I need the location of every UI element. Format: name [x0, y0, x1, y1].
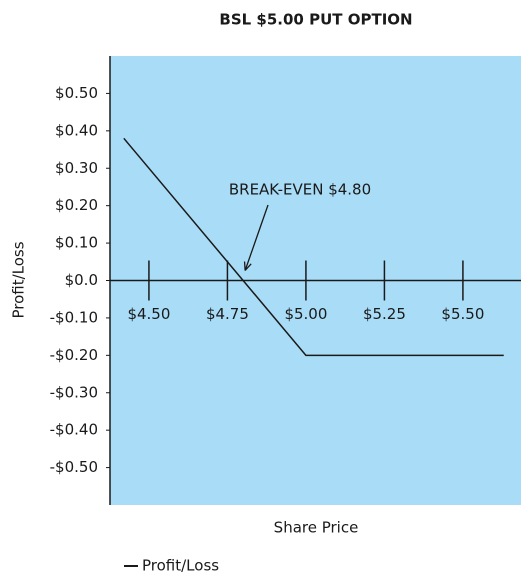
x-axis-label: Share Price	[274, 519, 359, 537]
annotation-arrowhead	[243, 261, 252, 271]
line-series	[123, 137, 504, 357]
x-tick-label: $4.75	[206, 305, 249, 323]
x-tick-label: $4.50	[127, 305, 170, 323]
y-tick-label: $0.0	[65, 271, 98, 289]
y-tick-label: $0.40	[55, 121, 98, 139]
y-tick-label: -$0.20	[50, 346, 98, 364]
x-tick-label: $5.00	[284, 305, 327, 323]
y-tick-label: -$0.10	[50, 308, 98, 326]
y-tick-label: $0.50	[55, 84, 98, 102]
y-tick-label: -$0.40	[50, 421, 98, 439]
y-tick-label: -$0.50	[50, 458, 98, 476]
annotation-text: BREAK-EVEN $4.80	[229, 181, 371, 199]
y-tick-label: $0.30	[55, 159, 98, 177]
y-tick-label: $0.20	[55, 196, 98, 214]
y-tick-label: $0.10	[55, 234, 98, 252]
annotation-arrow	[244, 204, 269, 271]
y-axis-label: Profit/Loss	[10, 241, 28, 318]
legend-label: Profit/Loss	[142, 557, 219, 575]
x-tick-label: $5.50	[441, 305, 484, 323]
x-tick-label: $5.25	[363, 305, 406, 323]
y-tick-label: -$0.30	[50, 383, 98, 401]
chart-title: BSL $5.00 PUT OPTION	[219, 11, 412, 29]
